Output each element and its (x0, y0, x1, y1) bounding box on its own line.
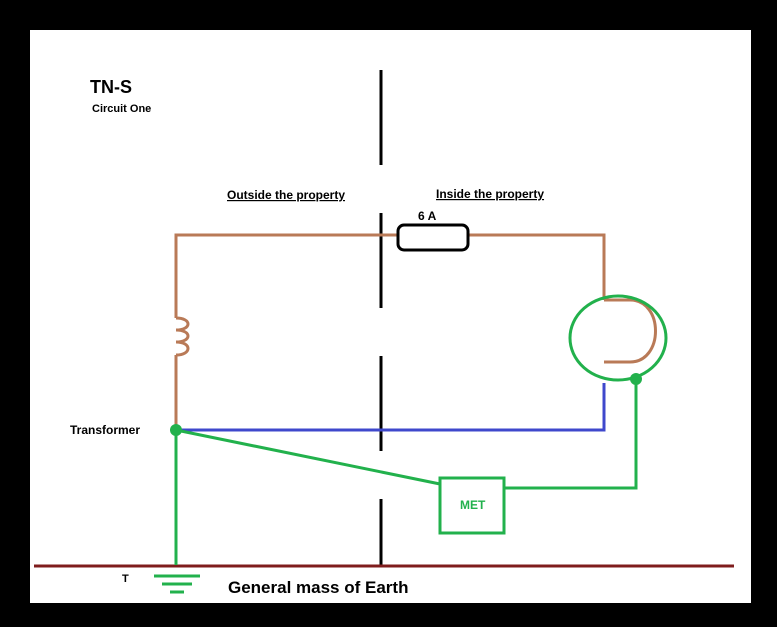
fuse (396, 223, 470, 252)
earth-label: General mass of Earth (228, 578, 408, 597)
outside-property-label: Outside the property (227, 188, 345, 202)
inside-property-label: Inside the property (436, 187, 544, 201)
diagram-canvas (30, 30, 751, 603)
transformer-coil (175, 316, 190, 357)
diagram-title: TN-S (90, 77, 132, 97)
diagram-subtitle: Circuit One (92, 103, 151, 115)
earth-symbol-icon (154, 574, 200, 594)
fuse-rating-label: 6 A (418, 209, 437, 223)
line-conductor (174, 233, 606, 430)
appliance-casing (568, 294, 668, 382)
t-label: T (122, 573, 129, 585)
neutral-conductor (176, 383, 606, 432)
protective-earth-conductor (174, 379, 638, 565)
transformer-star-point (170, 424, 182, 436)
load-filament (604, 298, 657, 364)
met-box (438, 476, 506, 535)
appliance-earth-terminal (630, 373, 642, 385)
met-label: MET (460, 498, 486, 512)
transformer-label: Transformer (70, 423, 140, 437)
